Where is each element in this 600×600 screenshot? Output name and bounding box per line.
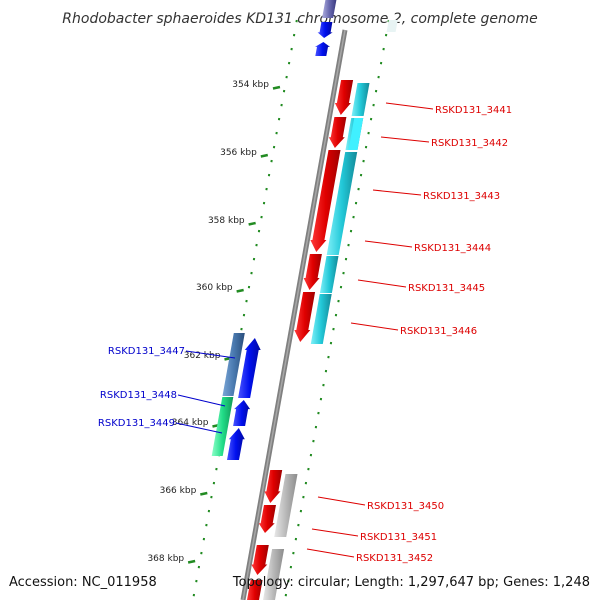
genome-summary-text: Topology: circular; Length: 1,297,647 bp… [232,575,590,590]
tick-label: 356 kbp [220,148,257,158]
reverse-cds-gene [227,428,245,460]
forward-cds-gene [334,80,354,115]
gene-label-rskd131_3444[interactable]: RSKD131_3444 [414,243,491,254]
partial-gene-cog [322,0,337,18]
cog-feature [263,549,285,600]
label-leader-line [175,422,223,434]
forward-cds-gene [310,150,341,252]
forward-cds-gene [258,505,276,533]
label-leader-line [364,240,413,248]
label-leader-line [306,548,355,558]
label-leader-line [350,322,399,331]
label-leader-line [357,279,407,288]
forward-cds-gene [294,292,316,342]
gene-label-rskd131_3445[interactable]: RSKD131_3445 [408,283,485,294]
label-leader-line [185,350,236,359]
gene-label-rskd131_3441[interactable]: RSKD131_3441 [435,105,512,116]
tick-label: 358 kbp [208,216,245,226]
cog-feature [326,152,358,255]
cog-feature [274,474,298,537]
tick-label: 354 kbp [232,80,269,90]
forward-cds-gene [303,254,322,290]
forward-cds-gene [247,580,263,600]
gene-label-rskd131_3448[interactable]: RSKD131_3448 [100,390,177,401]
partial-gene-cds [317,22,333,38]
label-leader-line [385,102,434,110]
reverse-cds-gene [233,400,251,426]
tick-mark [236,288,244,293]
label-leader-line [372,189,422,196]
cog-feature [310,294,332,344]
tick-label: 362 kbp [184,351,221,361]
tick-label: 360 kbp [196,283,233,293]
gene-label-rskd131_3452[interactable]: RSKD131_3452 [356,553,433,564]
guide-circles [192,19,390,597]
cog-feature [348,118,364,150]
gene-labels: RSKD131_3441 RSKD131_3442 RSKD131_3443 RSKD… [98,102,512,564]
map-title: Rhodobacter sphaeroides KD131 chromosome… [62,11,537,27]
reverse-cds-gene [238,338,261,398]
cog-feature [351,83,370,116]
accession-text: Accession: NC_011958 [9,575,157,590]
label-leader-line [317,496,366,506]
label-leader-line [177,394,226,407]
label-leader-line [380,136,430,143]
gene-label-rskd131_3449[interactable]: RSKD131_3449 [98,418,175,429]
outer-guide-dots [284,19,390,597]
gene-label-rskd131_3451[interactable]: RSKD131_3451 [360,532,437,543]
partial-gene-cog [386,20,398,32]
tick-mark [187,559,196,564]
cog-feature [319,256,339,293]
gene-label-rskd131_3446[interactable]: RSKD131_3446 [400,326,477,337]
partial-gene-cds [315,42,330,56]
reverse-cog-feature [222,333,245,396]
tick-mark [260,153,269,158]
forward-cds-gene [251,545,269,575]
tick-label: 368 kbp [147,554,184,564]
tick-label: 366 kbp [160,486,197,496]
forward-cds-gene [328,117,347,148]
reverse-cog-feature [211,397,234,456]
gene-label-rskd131_3442[interactable]: RSKD131_3442 [431,138,508,149]
gene-label-rskd131_3443[interactable]: RSKD131_3443 [423,191,500,202]
tick-mark [248,221,256,226]
gene-label-rskd131_3450[interactable]: RSKD131_3450 [367,501,444,512]
gene-label-rskd131_3447[interactable]: RSKD131_3447 [108,346,185,357]
tick-mark [272,85,281,90]
forward-cds-gene [264,470,283,503]
label-leader-line [311,528,359,537]
gene-features [211,0,398,600]
tick-label: 364 kbp [172,418,209,428]
tick-marks: 354 kbp 356 kbp 358 kbp 360 kbp 362 kbp 364 k… [147,80,281,564]
tick-mark [200,491,208,496]
